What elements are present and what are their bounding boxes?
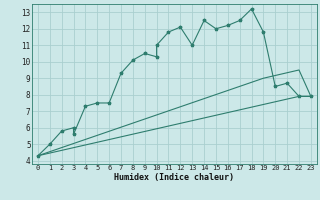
X-axis label: Humidex (Indice chaleur): Humidex (Indice chaleur) [115, 173, 234, 182]
